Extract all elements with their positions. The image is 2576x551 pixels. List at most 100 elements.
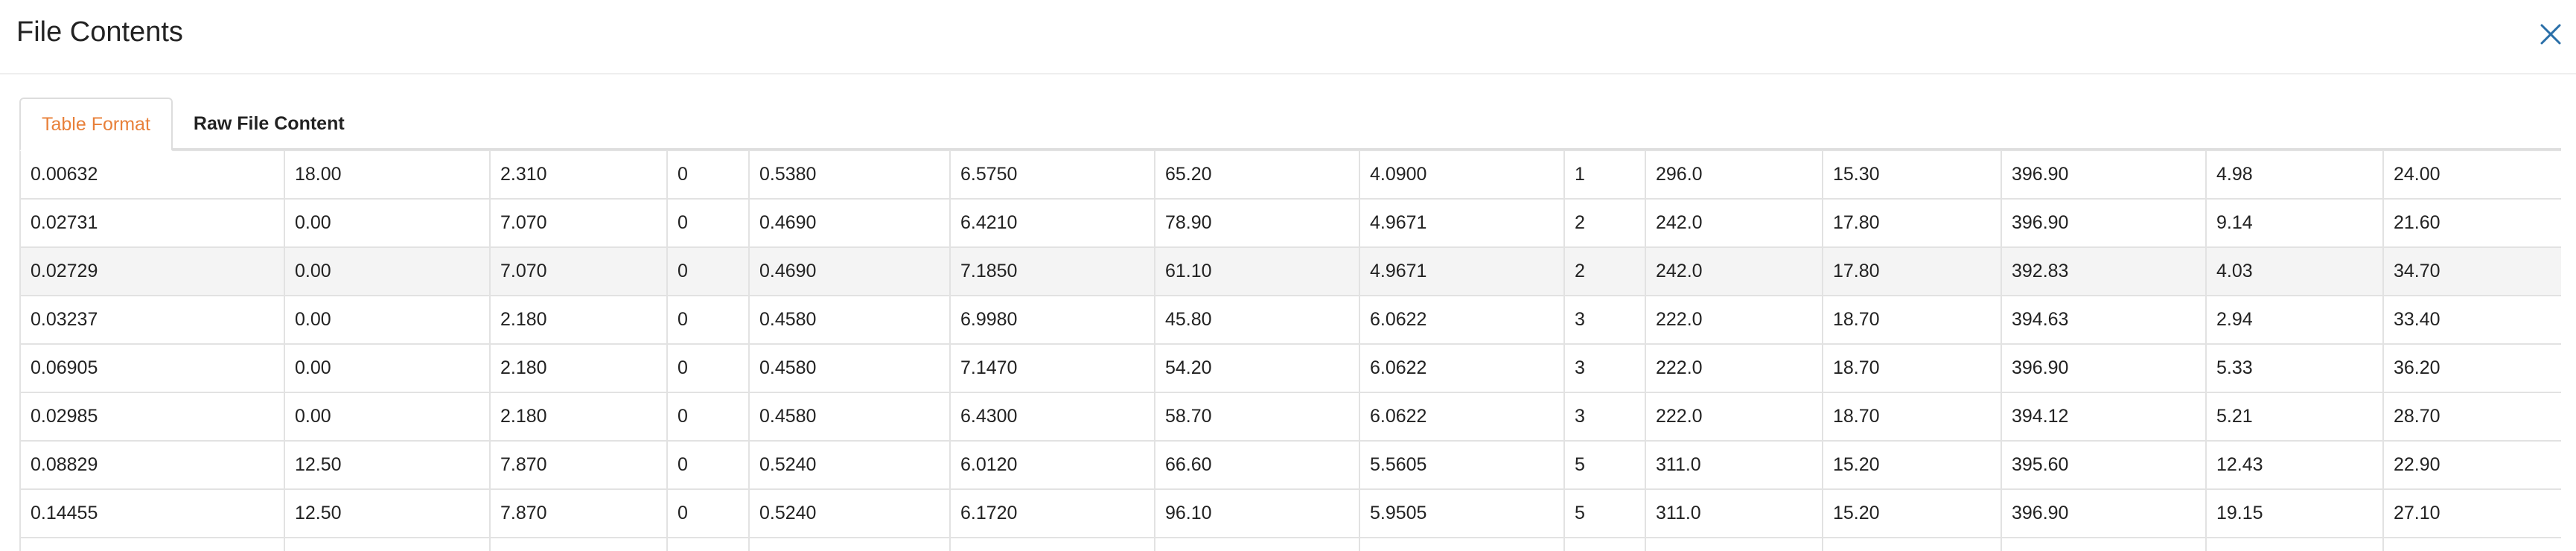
table-cell: 2.94: [2205, 295, 2384, 345]
table-cell: 0.00: [284, 343, 491, 393]
table-cell: 0: [666, 537, 750, 551]
table-cell: 394.63: [2000, 295, 2207, 345]
table-cell: 0.02731: [19, 198, 285, 248]
close-button[interactable]: [2536, 19, 2566, 49]
table-cell: 311.0: [1645, 440, 1823, 490]
table-cell: 396.90: [2000, 150, 2207, 200]
table-cell: 27.10: [2382, 488, 2561, 538]
table-cell: 1: [1563, 150, 1646, 200]
table-row: 0.08829 12.50 7.870 0 0.5240 6.0120 66.60 5.560…: [19, 440, 2561, 490]
table-cell: 0.5240: [748, 440, 951, 490]
table-cell: 18.00: [284, 150, 491, 200]
table-cell: 78.90: [1154, 198, 1360, 248]
table-cell: 392.83: [2000, 246, 2207, 296]
table-cell: 6.9980: [949, 295, 1155, 345]
table-cell: 5: [1563, 440, 1646, 490]
table-cell: 311.0: [1645, 488, 1823, 538]
table-cell: 7.870: [489, 537, 668, 551]
table-cell: 0.00632: [19, 150, 285, 200]
table-cell: 3: [1563, 343, 1646, 393]
table-cell: 296.0: [1645, 150, 1823, 200]
table-cell: 0: [666, 488, 750, 538]
table-cell: 6.1720: [949, 488, 1155, 538]
table-cell: 19.15: [2205, 488, 2384, 538]
table-cell: 18.70: [1822, 392, 2002, 442]
table-cell: 3: [1563, 295, 1646, 345]
table-cell: 15.20: [1822, 440, 2002, 490]
table-cell: 0.4580: [748, 343, 951, 393]
table-cell: 0: [666, 392, 750, 442]
table-cell: 0.4690: [748, 198, 951, 248]
table-cell: 7.070: [489, 198, 668, 248]
table-cell: 6.0622: [1359, 295, 1565, 345]
table-cell: 12.43: [2205, 440, 2384, 490]
table-cell: 33.40: [2382, 295, 2561, 345]
table-cell: 0: [666, 440, 750, 490]
table-cell: 18.70: [1822, 343, 2002, 393]
table-cell: 311.0: [1645, 537, 1823, 551]
table-cell: 66.60: [1154, 440, 1360, 490]
table-cell: 0: [666, 198, 750, 248]
table-cell: 2: [1563, 246, 1646, 296]
table-cell: 3: [1563, 392, 1646, 442]
table-cell: 2.180: [489, 295, 668, 345]
table-cell: 396.90: [2000, 488, 2207, 538]
table-cell: 7.1470: [949, 343, 1155, 393]
table-row: 0.06905 0.00 2.180 0 0.4580 7.1470 54.20 6.0622…: [19, 343, 2561, 393]
table-cell: 0.00: [284, 392, 491, 442]
table-cell: 4.9671: [1359, 198, 1565, 248]
table-cell: 34.70: [2382, 246, 2561, 296]
dialog-title: File Contents: [16, 16, 183, 48]
table-cell: 0.14455: [19, 488, 285, 538]
table-cell: 7.1850: [949, 246, 1155, 296]
table-cell: 0.5240: [748, 488, 951, 538]
table-cell: 21.60: [2382, 198, 2561, 248]
close-icon: [2540, 24, 2561, 45]
table-cell: 0.4580: [748, 295, 951, 345]
table-cell: 22.90: [2382, 440, 2561, 490]
table-cell: 16.50: [2382, 537, 2561, 551]
table-cell: 54.20: [1154, 343, 1360, 393]
table-cell: 18.70: [1822, 295, 2002, 345]
table-cell: 12.50: [284, 488, 491, 538]
table-cell: 242.0: [1645, 246, 1823, 296]
table-cell: 386.63: [2000, 537, 2207, 551]
table-cell: 0.06905: [19, 343, 285, 393]
table-cell: 0.03237: [19, 295, 285, 345]
table-cell: 0.00: [284, 295, 491, 345]
table-cell: 17.80: [1822, 246, 2002, 296]
table-cell: 396.90: [2000, 343, 2207, 393]
table-cell: 2.180: [489, 343, 668, 393]
tab-raw-file-content[interactable]: Raw File Content: [193, 112, 345, 134]
table-cell: 5: [1563, 488, 1646, 538]
table-cell: 0.4580: [748, 392, 951, 442]
table-cell: 6.4300: [949, 392, 1155, 442]
table-cell: 222.0: [1645, 343, 1823, 393]
table-cell: 0: [666, 343, 750, 393]
table-cell: 0.02729: [19, 246, 285, 296]
dialog-header: File Contents: [0, 0, 2576, 74]
table-cell: 0.08829: [19, 440, 285, 490]
table-cell: 5.33: [2205, 343, 2384, 393]
table-cell: 4.0900: [1359, 150, 1565, 200]
table-cell: 5.6310: [949, 537, 1155, 551]
table-cell: 6.0120: [949, 440, 1155, 490]
table-cell: 17.80: [1822, 198, 2002, 248]
table-cell: 7.070: [489, 246, 668, 296]
table-cell: 5.21: [2205, 392, 2384, 442]
table-cell: 15.20: [1822, 488, 2002, 538]
table-cell: 45.80: [1154, 295, 1360, 345]
tab-bar: Table Format Raw File Content: [19, 98, 2561, 151]
table-cell: 12.50: [284, 537, 491, 551]
table-cell: 6.4210: [949, 198, 1155, 248]
table-row: 0.02985 0.00 2.180 0 0.4580 6.4300 58.70 6.0622…: [19, 392, 2561, 442]
table-cell: 4.9671: [1359, 246, 1565, 296]
table-cell: 0: [666, 295, 750, 345]
table-cell: 24.00: [2382, 150, 2561, 200]
tab-table-format[interactable]: Table Format: [19, 98, 173, 151]
table-cell: 58.70: [1154, 392, 1360, 442]
table-cell: 222.0: [1645, 392, 1823, 442]
table-cell: 394.12: [2000, 392, 2207, 442]
table-cell: 6.0622: [1359, 392, 1565, 442]
